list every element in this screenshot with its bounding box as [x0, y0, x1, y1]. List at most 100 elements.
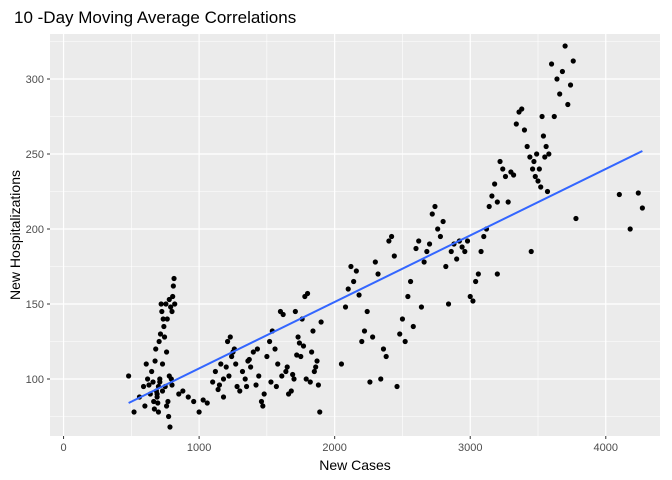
- data-point: [176, 391, 182, 397]
- data-point: [283, 368, 289, 375]
- data-point: [364, 308, 370, 315]
- data-point: [161, 334, 168, 340]
- y-axis-title: New Hospitalizations: [7, 170, 23, 300]
- data-point: [166, 373, 172, 379]
- data-point: [172, 301, 178, 307]
- data-point: [254, 346, 260, 352]
- data-point: [258, 398, 265, 405]
- data-point: [538, 184, 544, 190]
- data-point: [454, 256, 460, 262]
- data-point: [159, 361, 166, 367]
- data-point: [314, 358, 320, 364]
- data-point: [459, 244, 465, 250]
- data-point: [435, 226, 441, 232]
- data-point: [492, 181, 498, 187]
- data-point: [288, 388, 294, 394]
- data-point: [410, 323, 416, 330]
- data-point: [163, 349, 170, 355]
- data-point: [367, 379, 373, 385]
- data-point: [635, 190, 641, 196]
- data-point: [542, 154, 548, 160]
- data-point: [155, 400, 161, 406]
- data-point: [196, 409, 202, 415]
- data-point: [494, 271, 500, 277]
- data-point: [158, 301, 164, 307]
- data-point: [536, 166, 542, 172]
- data-point: [156, 338, 162, 345]
- data-point: [548, 61, 555, 67]
- data-point: [170, 293, 176, 300]
- data-point: [152, 358, 158, 364]
- data-point: [300, 343, 307, 349]
- data-point: [562, 43, 568, 49]
- data-point: [372, 259, 378, 265]
- data-point: [389, 233, 395, 240]
- data-point: [170, 283, 176, 289]
- data-point: [239, 368, 246, 375]
- data-point: [359, 338, 365, 345]
- data-point: [233, 361, 239, 367]
- data-point: [557, 91, 563, 97]
- data-point: [180, 388, 186, 394]
- data-point: [294, 352, 300, 358]
- data-point: [426, 241, 433, 247]
- data-point: [317, 409, 323, 415]
- data-point: [191, 398, 197, 405]
- data-point: [291, 376, 297, 382]
- data-point: [168, 304, 174, 310]
- data-point: [386, 238, 392, 244]
- fit-line: [128, 150, 643, 404]
- data-point: [529, 166, 536, 172]
- data-point: [473, 278, 479, 285]
- data-point: [546, 151, 552, 157]
- data-point: [250, 349, 256, 355]
- data-point: [380, 346, 387, 352]
- data-point: [405, 293, 411, 300]
- data-point: [153, 346, 159, 352]
- plot-panel: [50, 34, 660, 436]
- data-point: [543, 143, 549, 150]
- data-point: [154, 391, 160, 397]
- data-point: [407, 278, 414, 285]
- data-point: [559, 68, 566, 75]
- data-point: [481, 233, 487, 240]
- data-point: [440, 218, 446, 225]
- data-point: [402, 338, 408, 345]
- data-point: [351, 278, 357, 285]
- data-point: [210, 379, 216, 385]
- data-point: [570, 58, 576, 64]
- data-point: [204, 400, 210, 406]
- y-tick-label: 300: [26, 74, 44, 86]
- data-point: [524, 143, 530, 150]
- data-point: [356, 292, 362, 298]
- data-point: [284, 364, 290, 370]
- data-point: [544, 188, 551, 195]
- data-point: [478, 248, 484, 255]
- data-point: [391, 253, 397, 259]
- data-point: [639, 205, 645, 211]
- data-point: [171, 275, 177, 282]
- data-point: [169, 308, 175, 315]
- data-point: [311, 368, 317, 375]
- data-point: [421, 259, 427, 265]
- data-point: [534, 151, 540, 157]
- data-point: [445, 301, 452, 307]
- data-point: [521, 127, 528, 133]
- data-point: [464, 238, 471, 244]
- y-tick-label: 250: [26, 149, 44, 161]
- data-point: [616, 191, 622, 198]
- data-point: [527, 154, 533, 160]
- data-point: [505, 199, 511, 205]
- data-point: [467, 293, 473, 300]
- data-point: [303, 376, 309, 382]
- data-point: [470, 298, 476, 304]
- data-point: [160, 316, 166, 322]
- data-point: [345, 286, 351, 292]
- data-point: [220, 376, 227, 382]
- data-point: [272, 346, 278, 352]
- data-point: [260, 403, 266, 409]
- data-point: [397, 331, 403, 337]
- data-point: [348, 263, 354, 270]
- data-point: [448, 248, 454, 255]
